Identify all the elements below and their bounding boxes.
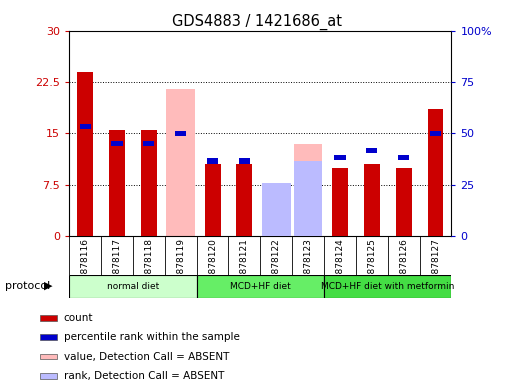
Text: rank, Detection Call = ABSENT: rank, Detection Call = ABSENT <box>64 371 224 381</box>
Bar <box>294 144 323 236</box>
Text: GDS4883 / 1421686_at: GDS4883 / 1421686_at <box>171 13 342 30</box>
Bar <box>364 164 380 236</box>
Bar <box>205 164 221 236</box>
Text: GSM878117: GSM878117 <box>112 238 122 293</box>
Bar <box>262 183 290 236</box>
Bar <box>334 155 346 160</box>
Bar <box>207 158 218 164</box>
Text: GSM878122: GSM878122 <box>272 238 281 293</box>
Bar <box>262 188 290 236</box>
Text: GSM878121: GSM878121 <box>240 238 249 293</box>
Text: count: count <box>64 313 93 323</box>
Bar <box>40 334 57 340</box>
Bar <box>366 148 378 153</box>
FancyBboxPatch shape <box>69 275 196 298</box>
Text: GSM878118: GSM878118 <box>144 238 153 293</box>
Text: normal diet: normal diet <box>107 281 159 291</box>
Bar <box>141 130 157 236</box>
Bar <box>332 168 348 236</box>
Bar <box>236 164 252 236</box>
Text: GSM878116: GSM878116 <box>81 238 90 293</box>
Text: MCD+HF diet: MCD+HF diet <box>230 281 291 291</box>
Text: GSM878127: GSM878127 <box>431 238 440 293</box>
Text: GSM878126: GSM878126 <box>399 238 408 293</box>
Bar <box>430 131 441 136</box>
Text: GSM878119: GSM878119 <box>176 238 185 293</box>
Text: MCD+HF diet with metformin: MCD+HF diet with metformin <box>321 281 455 291</box>
Bar <box>109 130 125 236</box>
Bar <box>396 168 411 236</box>
Text: GSM878120: GSM878120 <box>208 238 217 293</box>
Text: value, Detection Call = ABSENT: value, Detection Call = ABSENT <box>64 352 229 362</box>
Bar <box>143 141 154 146</box>
Bar <box>77 72 93 236</box>
Bar <box>40 354 57 359</box>
Bar <box>239 158 250 164</box>
Bar <box>427 109 443 236</box>
Text: protocol: protocol <box>5 281 50 291</box>
Bar <box>398 155 409 160</box>
Bar <box>166 89 195 236</box>
Text: ▶: ▶ <box>44 281 52 291</box>
Text: GSM878123: GSM878123 <box>304 238 312 293</box>
Text: GSM878125: GSM878125 <box>367 238 377 293</box>
Bar <box>80 124 91 129</box>
Text: GSM878124: GSM878124 <box>336 238 344 293</box>
Bar <box>175 131 186 136</box>
Bar <box>111 141 123 146</box>
Bar <box>294 161 323 236</box>
FancyBboxPatch shape <box>324 275 451 298</box>
Bar <box>40 315 57 321</box>
Text: percentile rank within the sample: percentile rank within the sample <box>64 332 240 342</box>
Bar <box>40 373 57 379</box>
FancyBboxPatch shape <box>196 275 324 298</box>
